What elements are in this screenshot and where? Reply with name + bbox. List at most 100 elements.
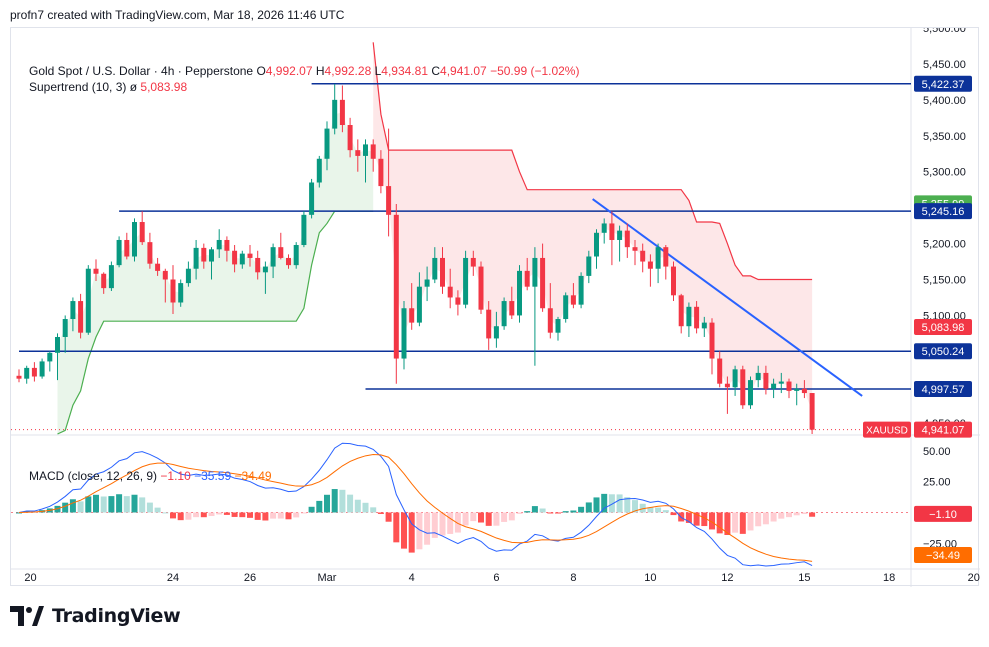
macd-histogram-bar — [539, 508, 546, 513]
candle — [724, 376, 730, 414]
macd-histogram-bar — [570, 510, 577, 513]
candle-body — [270, 247, 276, 267]
candle-body — [347, 125, 353, 151]
candle-body — [147, 242, 153, 264]
candle-body — [286, 257, 291, 266]
candle — [239, 250, 245, 269]
candle — [617, 225, 623, 262]
macd-line — [18, 442, 813, 567]
supertrend-symbol: ø — [129, 80, 138, 94]
supertrend-down-fill — [373, 42, 813, 412]
candle-body — [324, 128, 330, 159]
macd-histogram-bar — [439, 512, 446, 536]
macd-histogram-bar — [478, 512, 484, 523]
candle — [586, 250, 592, 284]
candle — [55, 333, 60, 381]
candle-body — [540, 257, 546, 309]
candle — [324, 121, 330, 171]
candle — [624, 223, 630, 258]
candle — [39, 358, 45, 379]
macd-histogram-bar — [470, 512, 477, 522]
candle-body — [463, 257, 469, 305]
tradingview-brand[interactable]: TradingView — [10, 605, 181, 627]
legend-high: 4,992.28 — [324, 64, 372, 78]
candle-body — [578, 275, 584, 305]
candle — [378, 150, 384, 194]
macd-histogram-bar — [424, 512, 431, 545]
macd-histogram-bar — [162, 512, 169, 514]
candle — [293, 242, 299, 269]
candle-body — [424, 279, 430, 287]
candle — [316, 155, 322, 188]
macd-histogram-bar — [524, 511, 531, 513]
candle-body — [185, 268, 191, 284]
candle-body — [409, 308, 415, 323]
candle-body — [455, 297, 461, 305]
legend-open-label: O — [256, 64, 266, 78]
candle — [655, 243, 661, 284]
candle-body — [209, 249, 214, 262]
macd-histogram-bar — [632, 500, 638, 513]
supertrend-label[interactable]: Supertrend (10, 3) — [29, 80, 127, 94]
legend-high-label: H — [315, 64, 325, 78]
candle — [16, 369, 22, 383]
time-axis-label: 26 — [244, 572, 256, 584]
candle — [193, 239, 199, 280]
candle-body — [239, 253, 245, 265]
chart-frame[interactable]: 5,500.00 5,450.00 5,400.00 5,350.00 5,300.00… — [10, 27, 980, 587]
candle-body — [193, 247, 199, 269]
candle-body — [447, 286, 453, 298]
macd-value: −35.59 — [194, 469, 232, 483]
macd-histogram-bar — [516, 512, 523, 514]
candle — [578, 272, 584, 309]
macd-histogram-bar — [793, 512, 800, 516]
macd-label[interactable]: MACD (close, 12, 26, 9) — [29, 469, 158, 483]
candle-body — [478, 266, 484, 310]
macd-histogram-bar — [693, 512, 700, 526]
candle-body — [293, 245, 299, 266]
macd-histogram-bar — [69, 499, 76, 513]
macd-histogram-bar — [108, 496, 115, 513]
macd-histogram-bar — [770, 512, 777, 522]
candle — [717, 351, 723, 388]
supertrend-up-fill — [57, 112, 374, 435]
candle — [594, 229, 599, 269]
candle-body — [701, 322, 707, 329]
candle — [778, 372, 784, 394]
candle-body — [378, 158, 384, 187]
candle-body — [108, 265, 114, 289]
candle-body — [493, 326, 499, 339]
supertrend-up-line — [57, 210, 374, 435]
candle-body — [316, 158, 322, 183]
candle-body — [93, 268, 99, 274]
candle — [694, 301, 700, 334]
candle — [185, 261, 191, 287]
candle — [632, 239, 638, 266]
time-axis-label: Mar — [318, 572, 337, 584]
candle — [31, 362, 37, 382]
macd-tag-label: −1.10 — [929, 509, 957, 521]
candle — [108, 261, 114, 292]
candle-body — [532, 257, 538, 287]
macd-histogram-bar — [85, 496, 92, 513]
legend-symbol[interactable]: Gold Spot / U.S. Dollar · 4h · Peppersto… — [29, 64, 254, 78]
candle-body — [224, 239, 230, 251]
chart-canvas[interactable]: 5,500.00 5,450.00 5,400.00 5,350.00 5,300.00… — [11, 28, 980, 587]
price-tag-label: 5,050.24 — [922, 346, 965, 358]
candle-body — [278, 247, 284, 258]
candle — [609, 211, 615, 266]
candle — [178, 279, 184, 307]
macd-histogram-bar — [786, 512, 792, 518]
brand-name: TradingView — [52, 605, 181, 627]
tradingview-logo-icon — [10, 606, 44, 626]
candle — [255, 250, 261, 280]
candle — [393, 204, 399, 384]
macd-histogram-bar — [254, 512, 261, 520]
time-axis-label: 15 — [798, 572, 810, 584]
candle — [455, 290, 461, 316]
candle-body — [116, 239, 122, 266]
macd-histogram-bar — [739, 512, 746, 534]
candle-body — [517, 270, 522, 316]
candle-body — [247, 253, 253, 258]
candle-body — [416, 286, 422, 323]
